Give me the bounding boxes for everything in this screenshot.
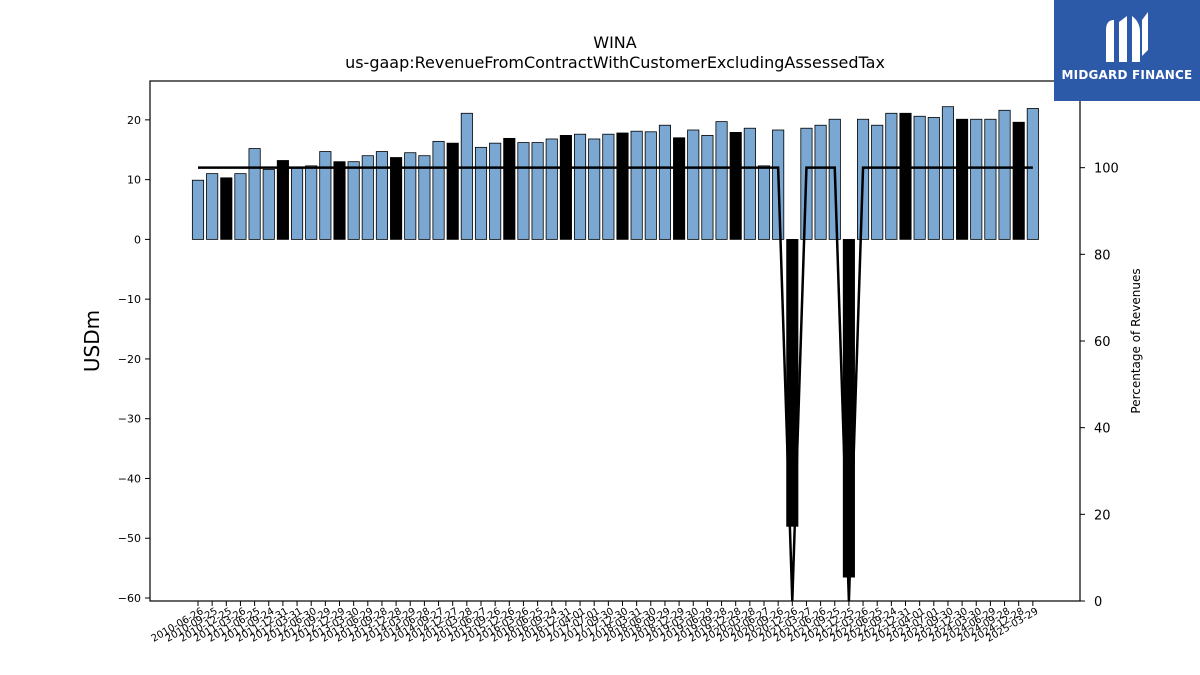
y-tick-label: 20 xyxy=(127,114,141,127)
y2-tick-label: 20 xyxy=(1094,508,1111,523)
bar-quarter xyxy=(347,161,360,240)
bar-annual xyxy=(333,161,346,240)
bar-annual xyxy=(276,160,289,240)
bar-annual xyxy=(729,131,742,240)
y2-tick-label: 40 xyxy=(1094,422,1111,437)
logo-icon xyxy=(1106,12,1148,62)
chart-subtitle: us-gaap:RevenueFromContractWithCustomerE… xyxy=(345,53,885,72)
y-tick-label: 0 xyxy=(134,233,141,246)
bar-quarter xyxy=(871,124,884,240)
bar-quarter xyxy=(404,152,417,240)
bar-quarter xyxy=(984,118,997,240)
bar-quarter xyxy=(375,151,388,240)
bar-quarter xyxy=(1026,108,1039,240)
bar-quarter xyxy=(319,151,332,240)
bar-annual xyxy=(616,132,629,240)
y-tick-label: −30 xyxy=(118,413,141,426)
pct-revenue-line xyxy=(198,166,1033,602)
y-axis-label: USDm xyxy=(80,310,104,372)
bar-quarter xyxy=(248,148,261,240)
bar-quarter xyxy=(206,173,219,240)
bar-quarter xyxy=(814,124,827,240)
bar-quarter xyxy=(262,169,275,240)
bar-quarter xyxy=(644,131,657,240)
bar-annual xyxy=(673,137,686,240)
bar-quarter xyxy=(913,115,926,240)
bar-quarter xyxy=(545,138,558,240)
bar-quarter xyxy=(361,155,374,240)
y-axis-right: 0 20 40 60 80 100 xyxy=(1080,162,1119,610)
bar-quarter xyxy=(531,142,544,240)
bar-quarter xyxy=(998,109,1011,240)
y-tick-label: −20 xyxy=(118,353,141,366)
plot-frame xyxy=(149,80,1081,602)
y2-axis-label: Percentage of Revenues xyxy=(1129,268,1143,413)
bar-quarter xyxy=(234,173,247,240)
bar-quarter xyxy=(574,133,587,240)
bar-quarter xyxy=(927,117,940,240)
y-axis-left: −60 −50 −40 −30 −20 −10 0 10 20 xyxy=(118,114,150,605)
x-axis: 2010-06-262010-09-252010-12-252011-03-26… xyxy=(150,601,1040,645)
bar-annual xyxy=(956,118,969,240)
bar-quarter xyxy=(517,142,530,240)
bar-annual xyxy=(842,238,855,578)
bar-quarter xyxy=(885,112,898,240)
bar-quarter xyxy=(970,118,983,240)
bar-quarter xyxy=(743,127,756,240)
bar-quarter xyxy=(588,138,601,240)
bar-quarter xyxy=(191,179,205,240)
bar-quarter xyxy=(630,130,643,240)
bar-annual xyxy=(503,137,516,240)
y-tick-label: −40 xyxy=(118,472,141,485)
y2-tick-label: 100 xyxy=(1094,162,1119,177)
bar-annual xyxy=(1012,121,1025,240)
y2-tick-label: 60 xyxy=(1094,335,1111,350)
bar-quarter xyxy=(305,165,318,240)
bar-quarter xyxy=(474,146,488,240)
bar-quarter xyxy=(432,140,445,240)
bar-quarter xyxy=(715,121,728,240)
y-tick-label: −50 xyxy=(118,532,141,545)
y-tick-label: 10 xyxy=(127,174,141,187)
y-tick-label: −10 xyxy=(118,293,141,306)
bar-annual xyxy=(559,134,572,240)
bar-quarter xyxy=(658,124,671,240)
bar-annual xyxy=(390,157,403,240)
bars-layer xyxy=(191,106,1039,578)
brand-name: MIDGARD FINANCE xyxy=(1061,68,1193,82)
y-tick-label: −60 xyxy=(118,592,141,605)
brand-logo: MIDGARD FINANCE xyxy=(1054,0,1200,101)
bar-quarter xyxy=(418,155,431,240)
bar-annual xyxy=(786,238,799,527)
bar-quarter xyxy=(757,165,771,240)
y2-tick-label: 80 xyxy=(1094,248,1111,263)
bar-annual xyxy=(220,177,233,240)
pct-line-layer xyxy=(198,166,1033,602)
bar-quarter xyxy=(701,134,714,240)
bar-quarter xyxy=(460,112,473,240)
y2-tick-label: 0 xyxy=(1094,595,1102,610)
bar-quarter xyxy=(290,167,304,240)
bar-quarter xyxy=(602,133,615,240)
bar-annual xyxy=(899,112,912,240)
bar-annual xyxy=(446,142,459,240)
chart-title: WINA xyxy=(593,33,637,52)
bar-quarter xyxy=(687,129,700,240)
bar-quarter xyxy=(941,106,954,240)
bar-quarter xyxy=(489,142,502,240)
